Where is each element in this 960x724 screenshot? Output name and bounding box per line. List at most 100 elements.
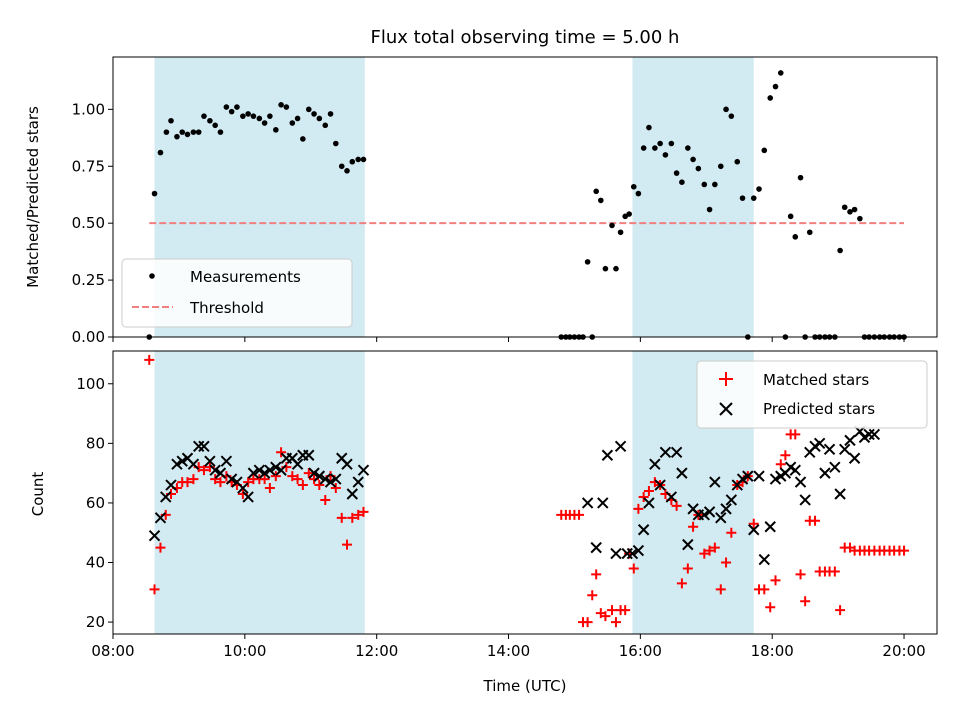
matched-stars-point xyxy=(276,447,287,458)
measurement-point xyxy=(179,129,186,135)
predicted-stars-point xyxy=(275,464,287,476)
predicted-stars-point xyxy=(834,488,846,500)
predicted-stars-point xyxy=(270,461,282,473)
predicted-stars-point xyxy=(868,428,881,441)
predicted-stars-point xyxy=(764,521,776,533)
measurement-point xyxy=(837,247,843,254)
panel-count-frame xyxy=(112,350,938,635)
matched-stars-point xyxy=(829,566,840,577)
matched-stars-point xyxy=(330,483,341,494)
matched-stars-point xyxy=(287,471,298,482)
predicted-stars-point xyxy=(253,464,266,476)
matched-stars-point xyxy=(336,512,347,523)
matched-stars-point xyxy=(780,450,791,461)
measurement-point xyxy=(157,149,164,156)
x-tick-label: 12:00 xyxy=(355,642,398,660)
predicted-stars-point xyxy=(242,491,254,503)
measurement-point xyxy=(360,156,367,163)
x-axis-label: Time (UTC) xyxy=(483,677,567,695)
y-tick-label-top: 1.00 xyxy=(72,100,105,118)
matched-stars-point xyxy=(210,474,221,485)
x-tick-label: 08:00 xyxy=(91,642,134,660)
predicted-stars-point xyxy=(725,494,738,506)
y-tick-label-top: 0.50 xyxy=(72,214,105,232)
panel-ratio: 0.00 0.25 0.50 0.75 1.00 Matched/Predicted s… xyxy=(24,56,938,346)
measurement-point xyxy=(261,120,268,126)
matched-stars-point xyxy=(835,605,846,616)
predicted-stars-point xyxy=(324,476,337,488)
predicted-stars-point xyxy=(670,446,683,458)
matched-stars-point xyxy=(726,527,737,538)
legend-measurements-marker xyxy=(149,273,155,279)
measurement-point xyxy=(630,183,637,190)
measurement-point xyxy=(593,188,599,195)
x-tick-label: 18:00 xyxy=(751,642,794,660)
measurement-point xyxy=(635,190,642,197)
predicted-stars-point xyxy=(654,479,666,491)
matched-stars-point xyxy=(770,575,781,586)
measurement-point xyxy=(311,111,317,117)
measurement-point xyxy=(772,83,779,90)
legend-count: Matched stars Predicted stars xyxy=(696,360,928,429)
matched-stars-point xyxy=(610,617,621,628)
legend-ratio: Measurements Threshold xyxy=(121,258,353,328)
predicted-stars-point xyxy=(748,524,760,536)
measurement-point xyxy=(847,208,853,215)
measurement-point xyxy=(750,195,757,201)
measurement-point xyxy=(723,106,729,113)
predicted-stars-point xyxy=(204,455,216,467)
predicted-stars-point xyxy=(198,440,210,453)
matched-stars-point xyxy=(591,569,602,580)
measurement-point xyxy=(207,117,213,124)
measurement-point xyxy=(190,129,197,135)
legend-measurements-label: Measurements xyxy=(190,268,301,286)
predicted-stars-point xyxy=(597,497,609,509)
matched-stars-point xyxy=(582,617,593,628)
y-tick-label-top: 0.25 xyxy=(72,271,105,289)
measurement-point xyxy=(602,265,609,272)
predicted-stars-point xyxy=(352,476,364,488)
measurement-point xyxy=(857,215,863,222)
matched-stars-point xyxy=(699,548,710,559)
matched-stars-point xyxy=(795,569,806,580)
measurement-point xyxy=(695,165,702,172)
measurement-point xyxy=(841,204,848,211)
observing-window-top-1 xyxy=(632,57,754,337)
predicted-stars-point xyxy=(176,455,188,467)
panel-ratio-frame xyxy=(112,56,938,338)
matched-stars-point xyxy=(155,542,166,553)
measurement-point xyxy=(706,206,713,213)
predicted-stars-point xyxy=(581,497,594,509)
predicted-stars-point xyxy=(303,449,315,461)
matched-stars-point xyxy=(671,500,682,511)
measurement-point xyxy=(327,111,334,117)
measurement-point xyxy=(300,136,306,142)
measurement-point xyxy=(212,122,218,129)
predicted-stars-point xyxy=(148,529,161,542)
legend-predicted-label: Predicted stars xyxy=(763,400,875,418)
predicted-stars-point xyxy=(637,524,650,536)
measurement-point xyxy=(228,108,235,115)
measurement-point xyxy=(640,145,647,151)
predicted-stars-point xyxy=(709,476,721,488)
predicted-stars-point xyxy=(313,470,326,482)
predicted-stars-point xyxy=(794,476,807,488)
measurement-point xyxy=(355,156,362,163)
matched-stars-point xyxy=(320,494,331,505)
measurement-point xyxy=(195,129,202,135)
predicted-stars-point xyxy=(160,491,172,503)
measurement-point xyxy=(797,174,804,181)
matched-stars-point xyxy=(628,563,639,574)
predicted-stars-point xyxy=(844,434,856,447)
y-tick-label-bot: 100 xyxy=(76,375,105,393)
predicted-stars-point xyxy=(626,547,639,560)
matched-stars-point xyxy=(347,512,358,523)
predicted-stars-point xyxy=(665,491,678,503)
matched-stars-point xyxy=(704,545,715,556)
measurement-point xyxy=(322,122,329,129)
matched-stars-point xyxy=(721,557,732,568)
predicted-stars-point xyxy=(720,503,732,515)
y-tick-label-top: 0.75 xyxy=(72,157,105,175)
predicted-stars-point xyxy=(264,464,276,476)
